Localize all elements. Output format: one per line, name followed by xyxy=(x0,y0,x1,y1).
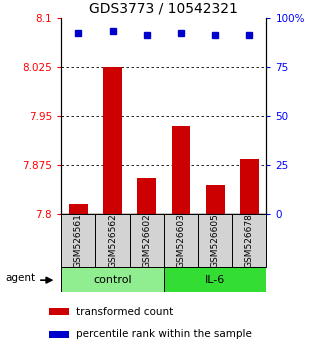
Bar xyxy=(164,214,198,267)
Bar xyxy=(49,331,69,338)
Bar xyxy=(130,214,164,267)
Text: GSM526605: GSM526605 xyxy=(211,213,220,268)
Bar xyxy=(137,178,156,214)
Bar xyxy=(240,159,259,214)
Bar xyxy=(103,67,122,214)
Bar xyxy=(164,267,266,292)
Text: GSM526603: GSM526603 xyxy=(176,213,185,268)
Text: agent: agent xyxy=(5,273,35,284)
Text: IL-6: IL-6 xyxy=(205,275,225,285)
Text: GSM526562: GSM526562 xyxy=(108,213,117,268)
Bar xyxy=(49,308,69,315)
Bar xyxy=(198,214,232,267)
Text: control: control xyxy=(93,275,132,285)
Bar xyxy=(69,204,88,214)
Bar xyxy=(61,214,95,267)
Text: percentile rank within the sample: percentile rank within the sample xyxy=(76,329,252,339)
Text: GSM526602: GSM526602 xyxy=(142,213,151,268)
Bar xyxy=(171,126,190,214)
Bar xyxy=(61,267,164,292)
Text: transformed count: transformed count xyxy=(76,307,173,317)
Title: GDS3773 / 10542321: GDS3773 / 10542321 xyxy=(89,1,238,15)
Bar xyxy=(232,214,266,267)
Text: GSM526561: GSM526561 xyxy=(74,213,83,268)
Text: GSM526678: GSM526678 xyxy=(245,213,254,268)
Bar xyxy=(95,214,130,267)
Bar xyxy=(206,185,224,214)
